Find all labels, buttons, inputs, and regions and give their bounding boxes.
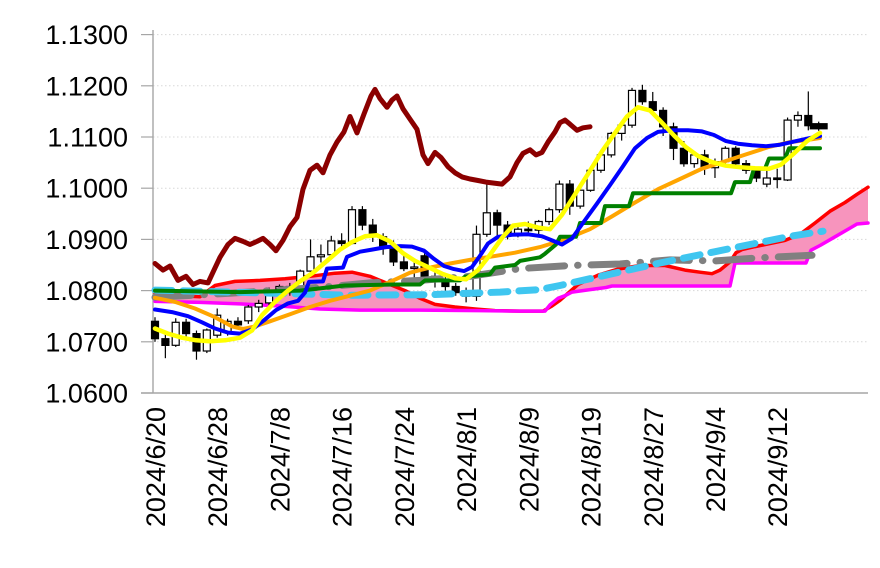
down-candle-body (493, 212, 502, 226)
up-candle-body (555, 183, 564, 211)
y-axis-label: 1.1200 (45, 71, 128, 101)
up-candle-body (244, 306, 253, 322)
series-yellow-line (152, 105, 823, 344)
down-candle-body (337, 240, 346, 245)
series-blue-line (153, 128, 822, 336)
y-axis-label: 1.1300 (45, 20, 128, 50)
up-candle-body (316, 254, 325, 258)
x-axis-label: 2024/9/4 (701, 407, 731, 512)
x-axis-label: 2024/6/28 (203, 407, 233, 527)
y-axis-label: 1.0800 (45, 276, 128, 306)
x-axis-label: 2024/9/12 (763, 407, 793, 527)
down-candle-body (358, 209, 367, 226)
up-candle-body (410, 266, 419, 270)
down-candle-body (451, 285, 460, 294)
down-candle-body (233, 320, 243, 326)
x-axis-label: 2024/8/9 (514, 407, 544, 512)
x-axis-label: 2024/7/16 (328, 407, 358, 527)
up-candle-body (347, 209, 357, 245)
series-orange-line (153, 136, 822, 331)
x-axis-label: 2024/8/27 (639, 407, 669, 527)
y-axis-label: 1.1100 (47, 123, 128, 153)
series-dark-red-thick-line (152, 86, 593, 287)
up-candle-body (793, 114, 803, 121)
candles (150, 84, 828, 360)
cloud (155, 187, 868, 312)
down-candle-body (161, 338, 170, 347)
down-candle-body (773, 177, 782, 181)
up-candle-body (482, 212, 491, 235)
down-candle-body (804, 114, 813, 127)
down-candle-body (679, 147, 689, 165)
y-axis-labels: 1.1300 1.1200 1.1100 1.1000 1.0900 1.0800 1.07… (45, 20, 128, 408)
x-axis-label: 2024/8/1 (452, 407, 482, 512)
x-axis-label: 2024/6/20 (141, 407, 171, 527)
down-candle-body (524, 228, 533, 232)
down-candle-body (182, 321, 191, 335)
down-candle-body (399, 261, 408, 270)
y-axis-label: 1.1000 (45, 174, 128, 204)
y-axis-label: 1.0600 (45, 379, 128, 409)
up-candle-body (762, 177, 771, 185)
cloud-fill (155, 187, 868, 312)
axes (141, 30, 868, 394)
gridlines (153, 34, 868, 394)
up-candle-body (213, 314, 222, 336)
y-axis-label: 1.0900 (45, 225, 128, 255)
x-axis-label: 2024/8/19 (577, 407, 607, 527)
down-candle-body (809, 123, 828, 130)
up-candle-body (544, 209, 554, 223)
magenta-cloud-bottom-line (153, 221, 870, 313)
up-candle-body (254, 302, 263, 308)
indicator-lines (151, 86, 827, 344)
series-green-line (153, 146, 822, 295)
down-candle-body (638, 89, 647, 103)
x-axis-labels: 2024/6/20 2024/6/28 2024/7/8 2024/7/16 2024/… (141, 407, 793, 527)
up-candle-body (306, 256, 315, 272)
x-axis-label: 2024/7/24 (390, 407, 420, 527)
x-axis-label: 2024/7/8 (265, 407, 295, 512)
y-axis-label: 1.0700 (45, 327, 128, 357)
